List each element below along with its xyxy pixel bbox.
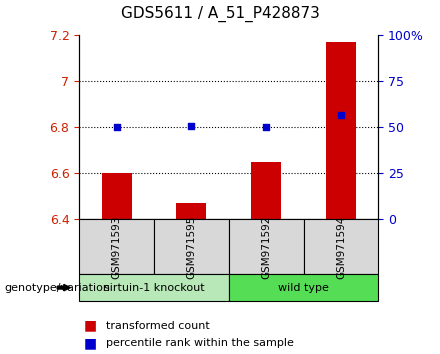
Text: GSM971595: GSM971595 [187, 215, 196, 279]
Text: GDS5611 / A_51_P428873: GDS5611 / A_51_P428873 [121, 6, 319, 22]
Text: percentile rank within the sample: percentile rank within the sample [106, 338, 293, 348]
Bar [326, 42, 356, 219]
Point [188, 123, 195, 129]
Bar [102, 173, 132, 219]
Text: GSM971594: GSM971594 [336, 215, 346, 279]
Bar [176, 204, 206, 219]
Text: sirtuin-1 knockout: sirtuin-1 knockout [104, 282, 204, 293]
Text: ■: ■ [84, 336, 97, 350]
Text: GSM971593: GSM971593 [112, 215, 121, 279]
Point [113, 125, 120, 130]
Text: ■: ■ [84, 319, 97, 333]
Point [263, 125, 270, 130]
Point [337, 112, 345, 118]
Text: transformed count: transformed count [106, 321, 209, 331]
Text: wild type: wild type [278, 282, 329, 293]
Text: GSM971592: GSM971592 [261, 215, 271, 279]
Text: genotype/variation: genotype/variation [4, 282, 110, 293]
Bar [251, 162, 281, 219]
